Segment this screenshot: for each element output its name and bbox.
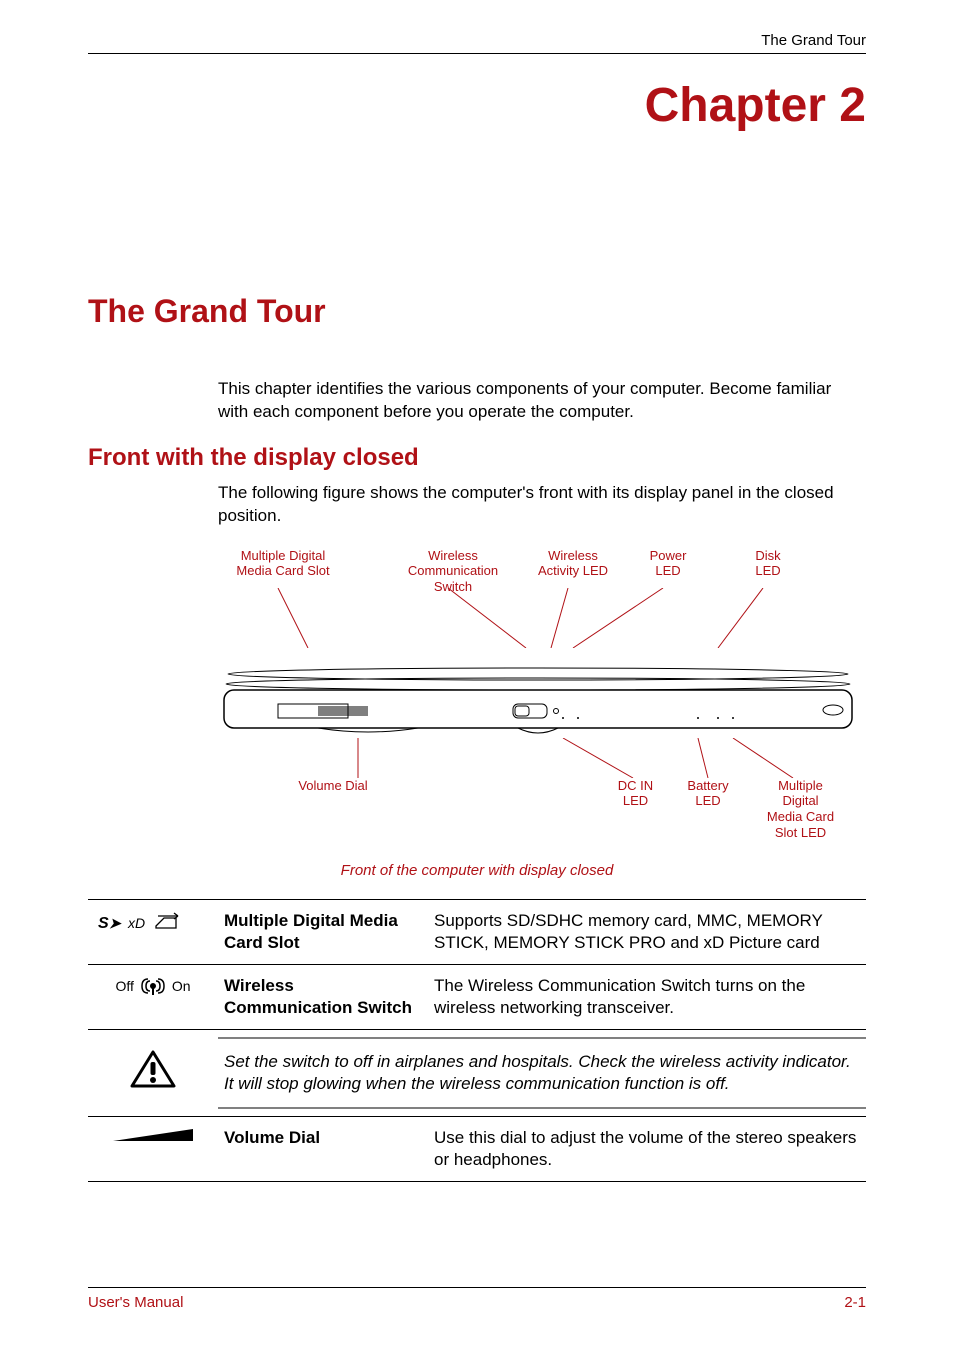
page: The Grand Tour Chapter 2 The Grand Tour … (0, 0, 954, 1202)
label-disk-led: DiskLED (738, 548, 798, 579)
front-diagram: Multiple DigitalMedia Card Slot Wireless… (218, 548, 866, 848)
diagram-top-labels: Multiple DigitalMedia Card Slot Wireless… (218, 548, 866, 588)
chapter-label: Chapter 2 (88, 78, 866, 133)
label-volume-dial: Volume Dial (288, 778, 378, 794)
feature-row-volume-dial: Volume Dial Use this dial to adjust the … (88, 1116, 866, 1181)
top-leader-lines (218, 588, 858, 648)
bottom-leader-lines (218, 738, 858, 778)
header-runner-text: The Grand Tour (88, 32, 866, 49)
running-header: The Grand Tour (88, 32, 866, 54)
header-rule (88, 53, 866, 54)
svg-text:➤: ➤ (109, 915, 122, 931)
feature-row-media-slot: S ➤ xD Multiple Digital Media Card Slot … (88, 899, 866, 964)
label-power-led: PowerLED (638, 548, 698, 579)
wifi-switch-name: Wireless Communication Switch (218, 964, 428, 1029)
warning-row: Set the switch to off in airplanes and h… (88, 1038, 866, 1108)
page-title: The Grand Tour (88, 293, 866, 330)
svg-text:S: S (98, 915, 109, 932)
volume-dial-desc: Use this dial to adjust the volume of th… (428, 1116, 866, 1181)
footer-rule (88, 1287, 866, 1288)
wifi-off-label: Off (115, 977, 133, 995)
laptop-front-drawing (218, 648, 858, 738)
wifi-switch-icon: Off On (88, 964, 218, 1029)
volume-dial-icon (88, 1116, 218, 1181)
section-lead: The following figure shows the computer'… (218, 482, 866, 528)
footer-left: User's Manual (88, 1294, 183, 1311)
media-slot-desc: Supports SD/SDHC memory card, MMC, MEMOR… (428, 899, 866, 964)
wifi-on-label: On (172, 977, 191, 995)
svg-text:xD: xD (127, 915, 145, 931)
media-slot-name: Multiple Digital Media Card Slot (218, 899, 428, 964)
warning-icon (88, 1038, 218, 1108)
label-battery-led: BatteryLED (678, 778, 738, 809)
label-dcin-led: DC INLED (608, 778, 663, 809)
label-media-slot: Multiple DigitalMedia Card Slot (228, 548, 338, 579)
section-heading: Front with the display closed (88, 444, 866, 472)
label-wifi-led: WirelessActivity LED (528, 548, 618, 579)
page-footer: User's Manual 2-1 (88, 1287, 866, 1311)
intro-paragraph: This chapter identifies the various comp… (218, 378, 866, 424)
warning-spacer-top (88, 1029, 866, 1038)
figure-caption: Front of the computer with display close… (88, 862, 866, 879)
wifi-switch-desc: The Wireless Communication Switch turns … (428, 964, 866, 1029)
warning-spacer-bottom (88, 1108, 866, 1116)
volume-dial-name: Volume Dial (218, 1116, 428, 1181)
feature-row-wifi-switch: Off On Wireless Communication Switch The… (88, 964, 866, 1029)
warning-text: Set the switch to off in airplanes and h… (218, 1038, 866, 1108)
label-media-led: MultipleDigitalMedia CardSlot LED (758, 778, 843, 840)
feature-table: S ➤ xD Multiple Digital Media Card Slot … (88, 899, 866, 1182)
footer-right: 2-1 (844, 1294, 866, 1311)
label-wifi-switch: WirelessCommunicationSwitch (393, 548, 513, 595)
diagram-bottom-labels: Volume Dial DC INLED BatteryLED Multiple… (218, 778, 866, 848)
media-slot-icon: S ➤ xD (88, 899, 218, 964)
